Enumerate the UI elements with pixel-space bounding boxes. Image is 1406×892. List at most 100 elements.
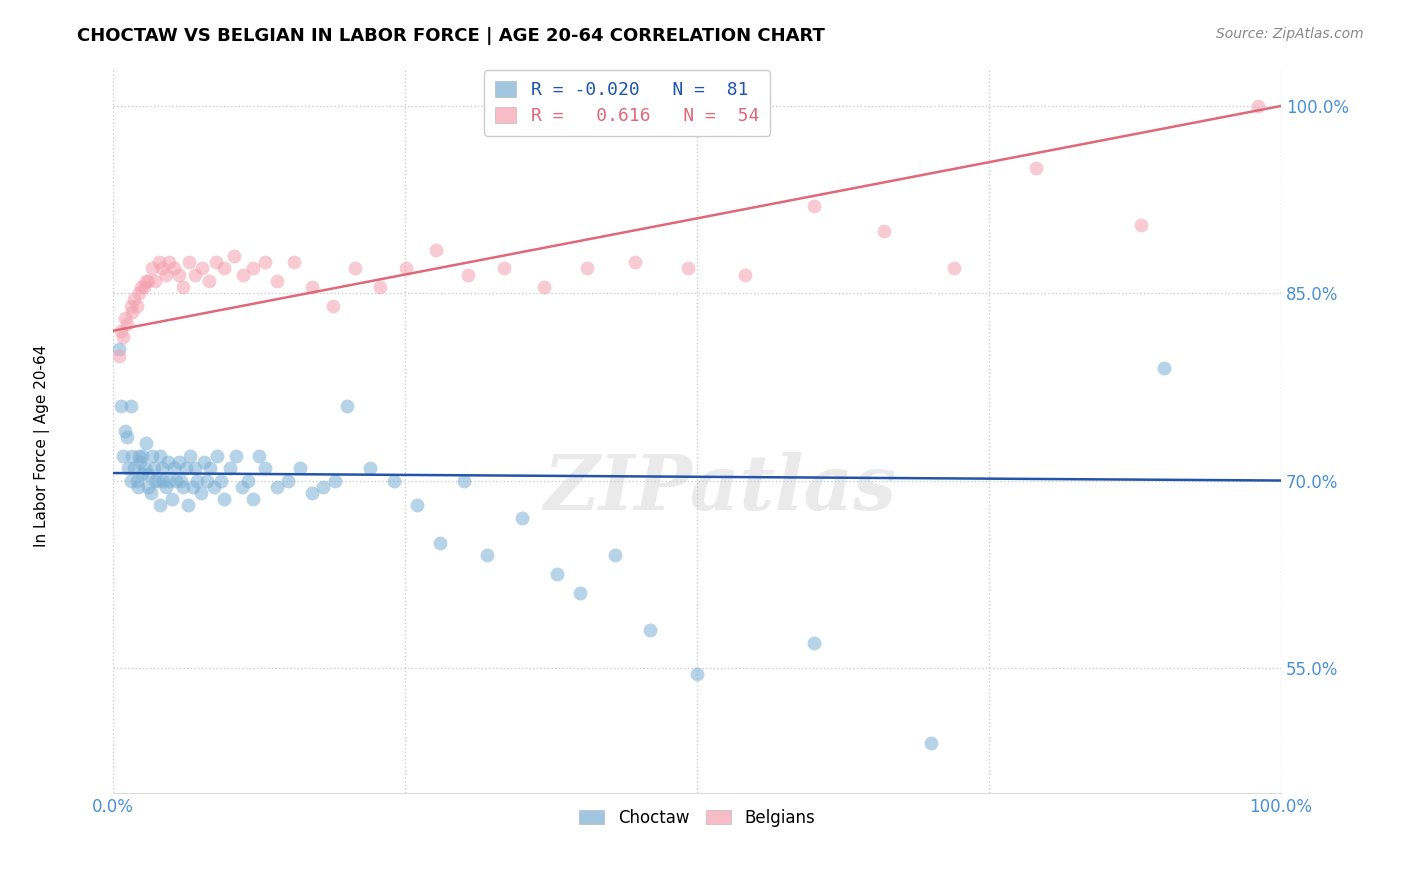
Point <box>676 261 699 276</box>
Point <box>124 293 146 307</box>
Point <box>120 474 142 488</box>
Point <box>1153 361 1175 376</box>
Point <box>131 467 153 482</box>
Point <box>179 449 201 463</box>
Point <box>143 274 166 288</box>
Point <box>152 474 174 488</box>
Point <box>155 480 177 494</box>
Point <box>174 461 197 475</box>
Point <box>135 436 157 450</box>
Point <box>222 249 245 263</box>
Point <box>288 461 311 475</box>
Point <box>128 286 150 301</box>
Point <box>425 243 447 257</box>
Point <box>120 299 142 313</box>
Point <box>920 736 942 750</box>
Point <box>160 492 183 507</box>
Point <box>172 280 194 294</box>
Point <box>181 480 204 494</box>
Point <box>205 449 228 463</box>
Point <box>195 474 218 488</box>
Point <box>236 474 259 488</box>
Point <box>242 492 264 507</box>
Point <box>605 549 627 563</box>
Point <box>111 449 134 463</box>
Point <box>108 343 131 357</box>
Text: ZIPatlas: ZIPatlas <box>544 451 897 525</box>
Text: Source: ZipAtlas.com: Source: ZipAtlas.com <box>1216 27 1364 41</box>
Point <box>177 499 200 513</box>
Point <box>803 636 825 650</box>
Point <box>136 480 159 494</box>
Point <box>205 255 228 269</box>
Point <box>266 480 288 494</box>
Point <box>301 280 323 294</box>
Point <box>943 261 966 276</box>
Point <box>148 255 170 269</box>
Point <box>108 349 131 363</box>
Point <box>1025 161 1047 176</box>
Point <box>141 449 163 463</box>
Point <box>212 261 235 276</box>
Point <box>149 449 172 463</box>
Point <box>172 480 194 494</box>
Point <box>143 474 166 488</box>
Point <box>266 274 288 288</box>
Point <box>283 255 305 269</box>
Point <box>111 330 134 344</box>
Point <box>146 474 169 488</box>
Point <box>494 261 516 276</box>
Point <box>546 567 568 582</box>
Point <box>184 461 207 475</box>
Point <box>277 474 299 488</box>
Point <box>136 467 159 482</box>
Point <box>190 486 212 500</box>
Point <box>117 461 139 475</box>
Point <box>167 455 190 469</box>
Point <box>231 480 253 494</box>
Point <box>184 268 207 282</box>
Point <box>576 261 599 276</box>
Legend: Choctaw, Belgians: Choctaw, Belgians <box>571 800 824 835</box>
Point <box>368 280 391 294</box>
Point <box>640 624 662 638</box>
Point <box>193 455 215 469</box>
Point <box>382 474 405 488</box>
Point <box>254 255 277 269</box>
Point <box>186 474 208 488</box>
Point <box>110 399 132 413</box>
Point <box>254 461 277 475</box>
Point <box>803 199 825 213</box>
Point <box>395 261 418 276</box>
Point <box>312 480 335 494</box>
Point <box>121 449 143 463</box>
Point <box>322 299 344 313</box>
Point <box>1129 218 1152 232</box>
Point <box>202 480 225 494</box>
Point <box>232 268 254 282</box>
Point <box>198 274 221 288</box>
Point <box>125 299 148 313</box>
Point <box>157 474 180 488</box>
Point <box>873 224 896 238</box>
Point <box>129 455 152 469</box>
Point <box>686 667 709 681</box>
Point <box>150 261 173 276</box>
Point <box>157 455 180 469</box>
Point <box>121 305 143 319</box>
Point <box>131 449 153 463</box>
Point <box>212 492 235 507</box>
Point <box>136 274 159 288</box>
Point <box>343 261 366 276</box>
Point <box>120 399 142 413</box>
Point <box>336 399 359 413</box>
Point <box>125 474 148 488</box>
Point <box>132 280 155 294</box>
Point <box>155 268 177 282</box>
Point <box>475 549 498 563</box>
Point <box>135 274 157 288</box>
Point <box>429 536 451 550</box>
Point <box>139 486 162 500</box>
Point <box>198 461 221 475</box>
Point <box>157 255 180 269</box>
